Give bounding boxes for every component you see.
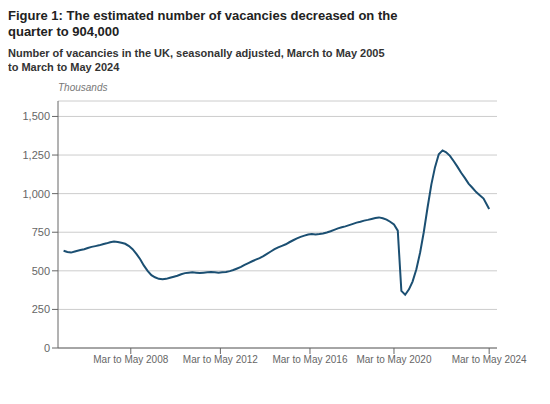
svg-text:Mar to May 2024: Mar to May 2024 [452,354,527,365]
svg-text:Mar to May 2008: Mar to May 2008 [93,354,168,365]
svg-text:1,500: 1,500 [22,110,50,122]
svg-text:Mar to May 2012: Mar to May 2012 [183,354,258,365]
html-text:Figure 1: The estimated number: Figure 1: The estimated number of vacanc… [8,8,398,23]
svg-text:1,000: 1,000 [22,188,50,200]
svg-text:Mar to May 2020: Mar to May 2020 [356,354,431,365]
html-text:quarter to 904,000: quarter to 904,000 [8,24,120,39]
svg-text:750: 750 [32,226,50,238]
html-text:Number of vacancies in the UK,: Number of vacancies in the UK, seasonall… [8,47,385,59]
svg-text:500: 500 [32,265,50,277]
svg-text:1,250: 1,250 [22,149,50,161]
svg-text:0: 0 [44,342,50,354]
html-text:Thousands: Thousands [58,82,108,93]
svg-text:250: 250 [32,303,50,315]
html-text:to March to May 2024: to March to May 2024 [8,61,120,73]
svg-text:Mar to May 2016: Mar to May 2016 [272,354,347,365]
